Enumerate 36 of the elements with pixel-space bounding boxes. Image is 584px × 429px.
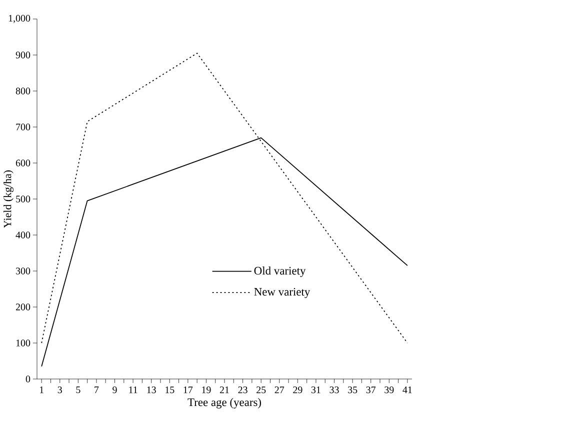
y-tick-label: 500 [16,196,30,202]
x-tick-label: 7 [94,386,99,394]
y-tick-label: 200 [16,304,30,310]
x-tick-label: 41 [402,386,412,394]
x-tick-label: 31 [311,386,320,394]
legend-label: New variety [254,288,310,298]
y-tick-label: 0 [26,376,30,382]
y-tick-label: 300 [16,268,30,274]
x-tick-label: 11 [129,386,138,394]
y-tick-label: 700 [16,124,30,130]
y-axis-title: Yield (kg/ha) [4,170,14,228]
x-tick-label: 25 [256,386,266,394]
y-tick-label: 400 [16,232,30,238]
y-tick-label: 1,000 [8,14,30,24]
y-tick-label: 800 [16,88,30,94]
x-tick-label: 29 [293,386,302,394]
x-tick-label: 23 [238,386,248,394]
x-tick-label: 17 [184,386,193,394]
x-tick-label: 37 [366,386,376,394]
x-tick-label: 5 [76,386,80,394]
x-tick-label: 19 [202,386,211,394]
x-tick-label: 21 [220,386,229,394]
x-tick-label: 15 [166,386,174,394]
x-tick-label: 9 [112,386,117,394]
y-tick-label: 600 [16,160,30,166]
y-tick-label: 100 [16,340,30,346]
x-tick-label: 27 [274,386,284,394]
y-tick-label: 900 [16,52,30,58]
x-tick-label: 33 [330,386,339,394]
x-tick-label: 1 [40,386,44,394]
x-tick-label: 35 [348,386,358,394]
x-tick-label: 39 [384,386,394,394]
x-axis-title: Tree age (years) [188,398,262,408]
x-tick-label: 3 [58,386,62,394]
x-tick-label: 13 [147,386,156,394]
legend-label: Old variety [254,266,306,277]
